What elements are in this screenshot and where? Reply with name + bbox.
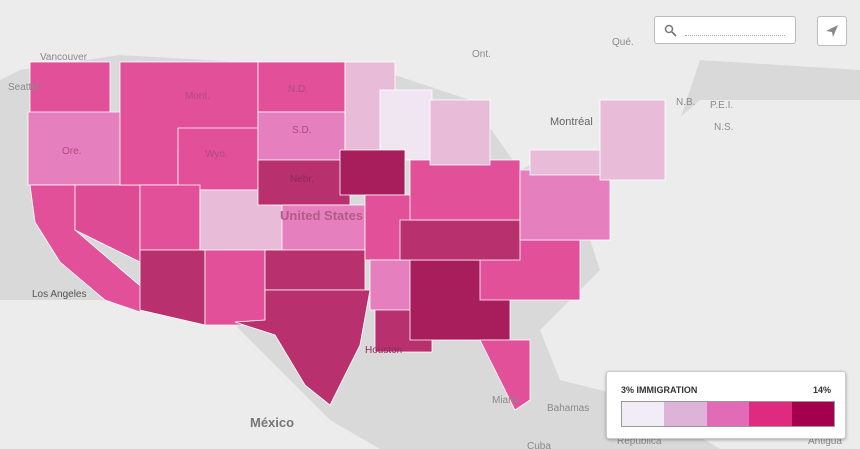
search-icon	[664, 24, 677, 37]
place-label: Qué.	[612, 37, 634, 48]
place-label: Cuba	[527, 441, 551, 449]
place-label: N.B.	[676, 97, 695, 108]
place-label: P.E.I.	[710, 100, 733, 111]
place-label: Bahamas	[547, 403, 589, 414]
legend-scale	[621, 401, 835, 427]
legend-swatch	[749, 402, 792, 426]
place-label: Miami	[492, 395, 519, 406]
place-label: Houston	[365, 345, 402, 356]
place-label: Ore.	[62, 146, 81, 157]
legend-swatch	[664, 402, 707, 426]
place-label: Seattle	[8, 82, 40, 93]
place-label: Vancouver	[40, 52, 88, 63]
place-label: México	[250, 415, 294, 430]
place-label: Los Angeles	[32, 289, 87, 300]
legend-swatch	[706, 402, 750, 426]
legend-max-label: 14%	[812, 385, 831, 395]
place-label: Nebr.	[290, 174, 314, 185]
place-label: República	[617, 436, 662, 447]
regions	[27, 61, 666, 411]
place-label: Antigua	[808, 436, 842, 447]
search-field	[685, 35, 785, 36]
place-label: S.D.	[292, 125, 311, 136]
legend-swatch	[622, 402, 665, 426]
place-labels: Vancouver Seattle Ont. Qué. Montréal N.B…	[8, 37, 842, 449]
place-label: N.D.	[288, 84, 308, 95]
place-label: Wyo.	[205, 149, 228, 160]
place-label: United States	[280, 208, 363, 223]
legend: 3% IMMIGRATION 14%	[606, 371, 846, 439]
search-box[interactable]	[654, 16, 796, 44]
legend-title: 3% IMMIGRATION	[621, 385, 698, 395]
place-label: N.S.	[714, 122, 733, 133]
locate-icon	[826, 25, 838, 37]
locate-button[interactable]	[817, 16, 847, 46]
place-label: Ont.	[472, 49, 491, 60]
legend-swatch	[791, 402, 835, 426]
place-label: Mont.	[185, 91, 210, 102]
place-label: Montréal	[550, 116, 593, 128]
